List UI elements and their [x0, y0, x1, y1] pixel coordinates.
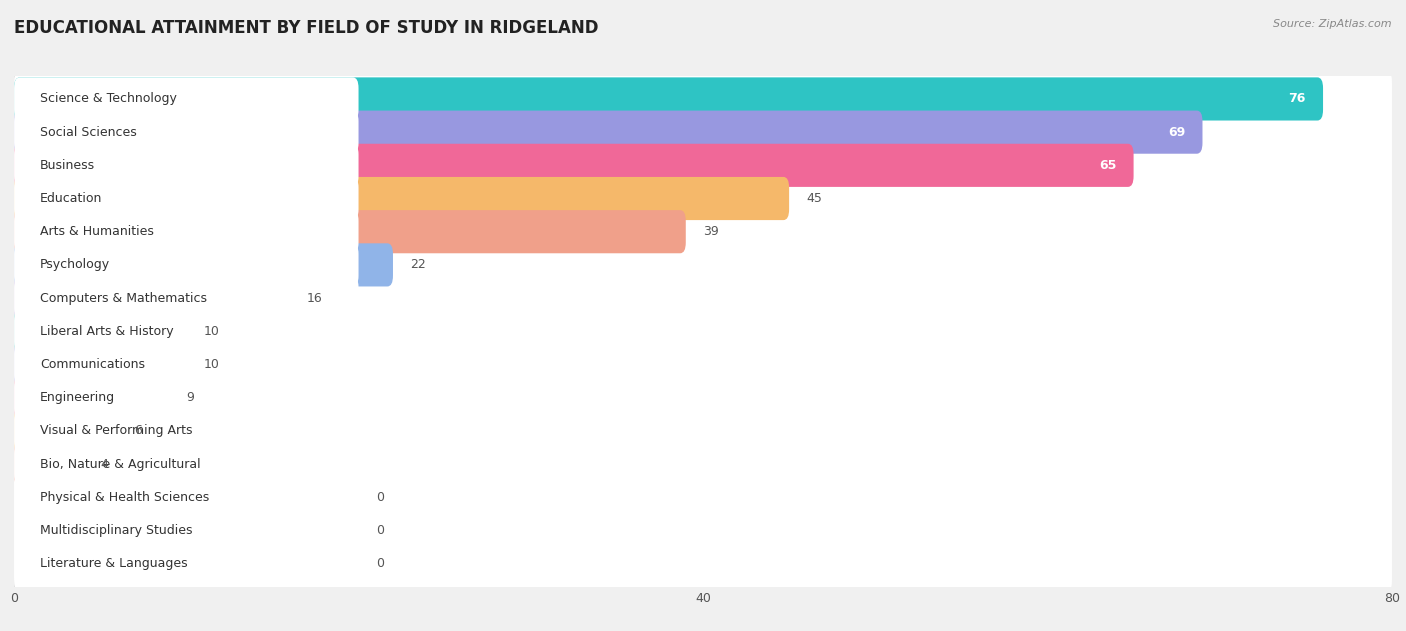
Text: 16: 16 — [307, 292, 322, 305]
Text: 10: 10 — [204, 325, 219, 338]
Text: 0: 0 — [375, 491, 384, 504]
FancyBboxPatch shape — [14, 476, 359, 519]
Text: 6: 6 — [135, 424, 142, 437]
Text: 76: 76 — [1288, 93, 1306, 105]
FancyBboxPatch shape — [14, 310, 186, 353]
FancyBboxPatch shape — [14, 430, 1392, 498]
FancyBboxPatch shape — [14, 298, 1392, 365]
FancyBboxPatch shape — [14, 110, 359, 154]
Text: Physical & Health Sciences: Physical & Health Sciences — [39, 491, 209, 504]
FancyBboxPatch shape — [14, 210, 359, 253]
Text: 9: 9 — [186, 391, 194, 404]
Text: 10: 10 — [204, 358, 219, 371]
Text: Science & Technology: Science & Technology — [39, 93, 177, 105]
FancyBboxPatch shape — [14, 530, 1392, 597]
Text: 0: 0 — [375, 557, 384, 570]
FancyBboxPatch shape — [14, 276, 290, 320]
FancyBboxPatch shape — [14, 464, 1392, 531]
Text: 39: 39 — [703, 225, 718, 239]
Text: Arts & Humanities: Arts & Humanities — [39, 225, 153, 239]
Text: 65: 65 — [1099, 159, 1116, 172]
Text: Business: Business — [39, 159, 96, 172]
Text: Communications: Communications — [39, 358, 145, 371]
FancyBboxPatch shape — [14, 497, 1392, 564]
FancyBboxPatch shape — [14, 376, 359, 419]
Text: Psychology: Psychology — [39, 259, 110, 271]
FancyBboxPatch shape — [14, 542, 359, 585]
Text: 0: 0 — [375, 524, 384, 537]
Text: Engineering: Engineering — [39, 391, 115, 404]
Text: Multidisciplinary Studies: Multidisciplinary Studies — [39, 524, 193, 537]
Text: Bio, Nature & Agricultural: Bio, Nature & Agricultural — [39, 457, 201, 471]
FancyBboxPatch shape — [14, 144, 359, 187]
FancyBboxPatch shape — [14, 210, 686, 253]
FancyBboxPatch shape — [14, 509, 359, 552]
Text: Visual & Performing Arts: Visual & Performing Arts — [39, 424, 193, 437]
Text: Source: ZipAtlas.com: Source: ZipAtlas.com — [1274, 19, 1392, 29]
Text: Liberal Arts & History: Liberal Arts & History — [39, 325, 173, 338]
FancyBboxPatch shape — [14, 244, 394, 286]
Text: Social Sciences: Social Sciences — [39, 126, 136, 139]
FancyBboxPatch shape — [14, 177, 789, 220]
FancyBboxPatch shape — [14, 132, 1392, 199]
FancyBboxPatch shape — [14, 198, 1392, 265]
FancyBboxPatch shape — [14, 78, 359, 121]
Text: 22: 22 — [411, 259, 426, 271]
FancyBboxPatch shape — [14, 177, 359, 220]
FancyBboxPatch shape — [14, 364, 1392, 431]
FancyBboxPatch shape — [14, 442, 359, 486]
FancyBboxPatch shape — [14, 244, 359, 286]
FancyBboxPatch shape — [14, 66, 1392, 133]
FancyBboxPatch shape — [14, 376, 169, 419]
Text: 69: 69 — [1168, 126, 1185, 139]
FancyBboxPatch shape — [14, 310, 359, 353]
FancyBboxPatch shape — [14, 398, 1392, 464]
FancyBboxPatch shape — [14, 343, 186, 386]
FancyBboxPatch shape — [14, 343, 359, 386]
FancyBboxPatch shape — [14, 276, 359, 320]
Text: Education: Education — [39, 192, 103, 205]
Text: Literature & Languages: Literature & Languages — [39, 557, 187, 570]
FancyBboxPatch shape — [14, 410, 118, 452]
FancyBboxPatch shape — [14, 264, 1392, 332]
FancyBboxPatch shape — [14, 442, 83, 486]
FancyBboxPatch shape — [14, 165, 1392, 232]
Text: 4: 4 — [100, 457, 108, 471]
FancyBboxPatch shape — [14, 144, 1133, 187]
FancyBboxPatch shape — [14, 410, 359, 452]
Text: Computers & Mathematics: Computers & Mathematics — [39, 292, 207, 305]
FancyBboxPatch shape — [14, 78, 1323, 121]
FancyBboxPatch shape — [14, 98, 1392, 166]
FancyBboxPatch shape — [14, 331, 1392, 398]
Text: EDUCATIONAL ATTAINMENT BY FIELD OF STUDY IN RIDGELAND: EDUCATIONAL ATTAINMENT BY FIELD OF STUDY… — [14, 19, 599, 37]
FancyBboxPatch shape — [14, 232, 1392, 298]
FancyBboxPatch shape — [14, 110, 1202, 154]
Text: 45: 45 — [807, 192, 823, 205]
